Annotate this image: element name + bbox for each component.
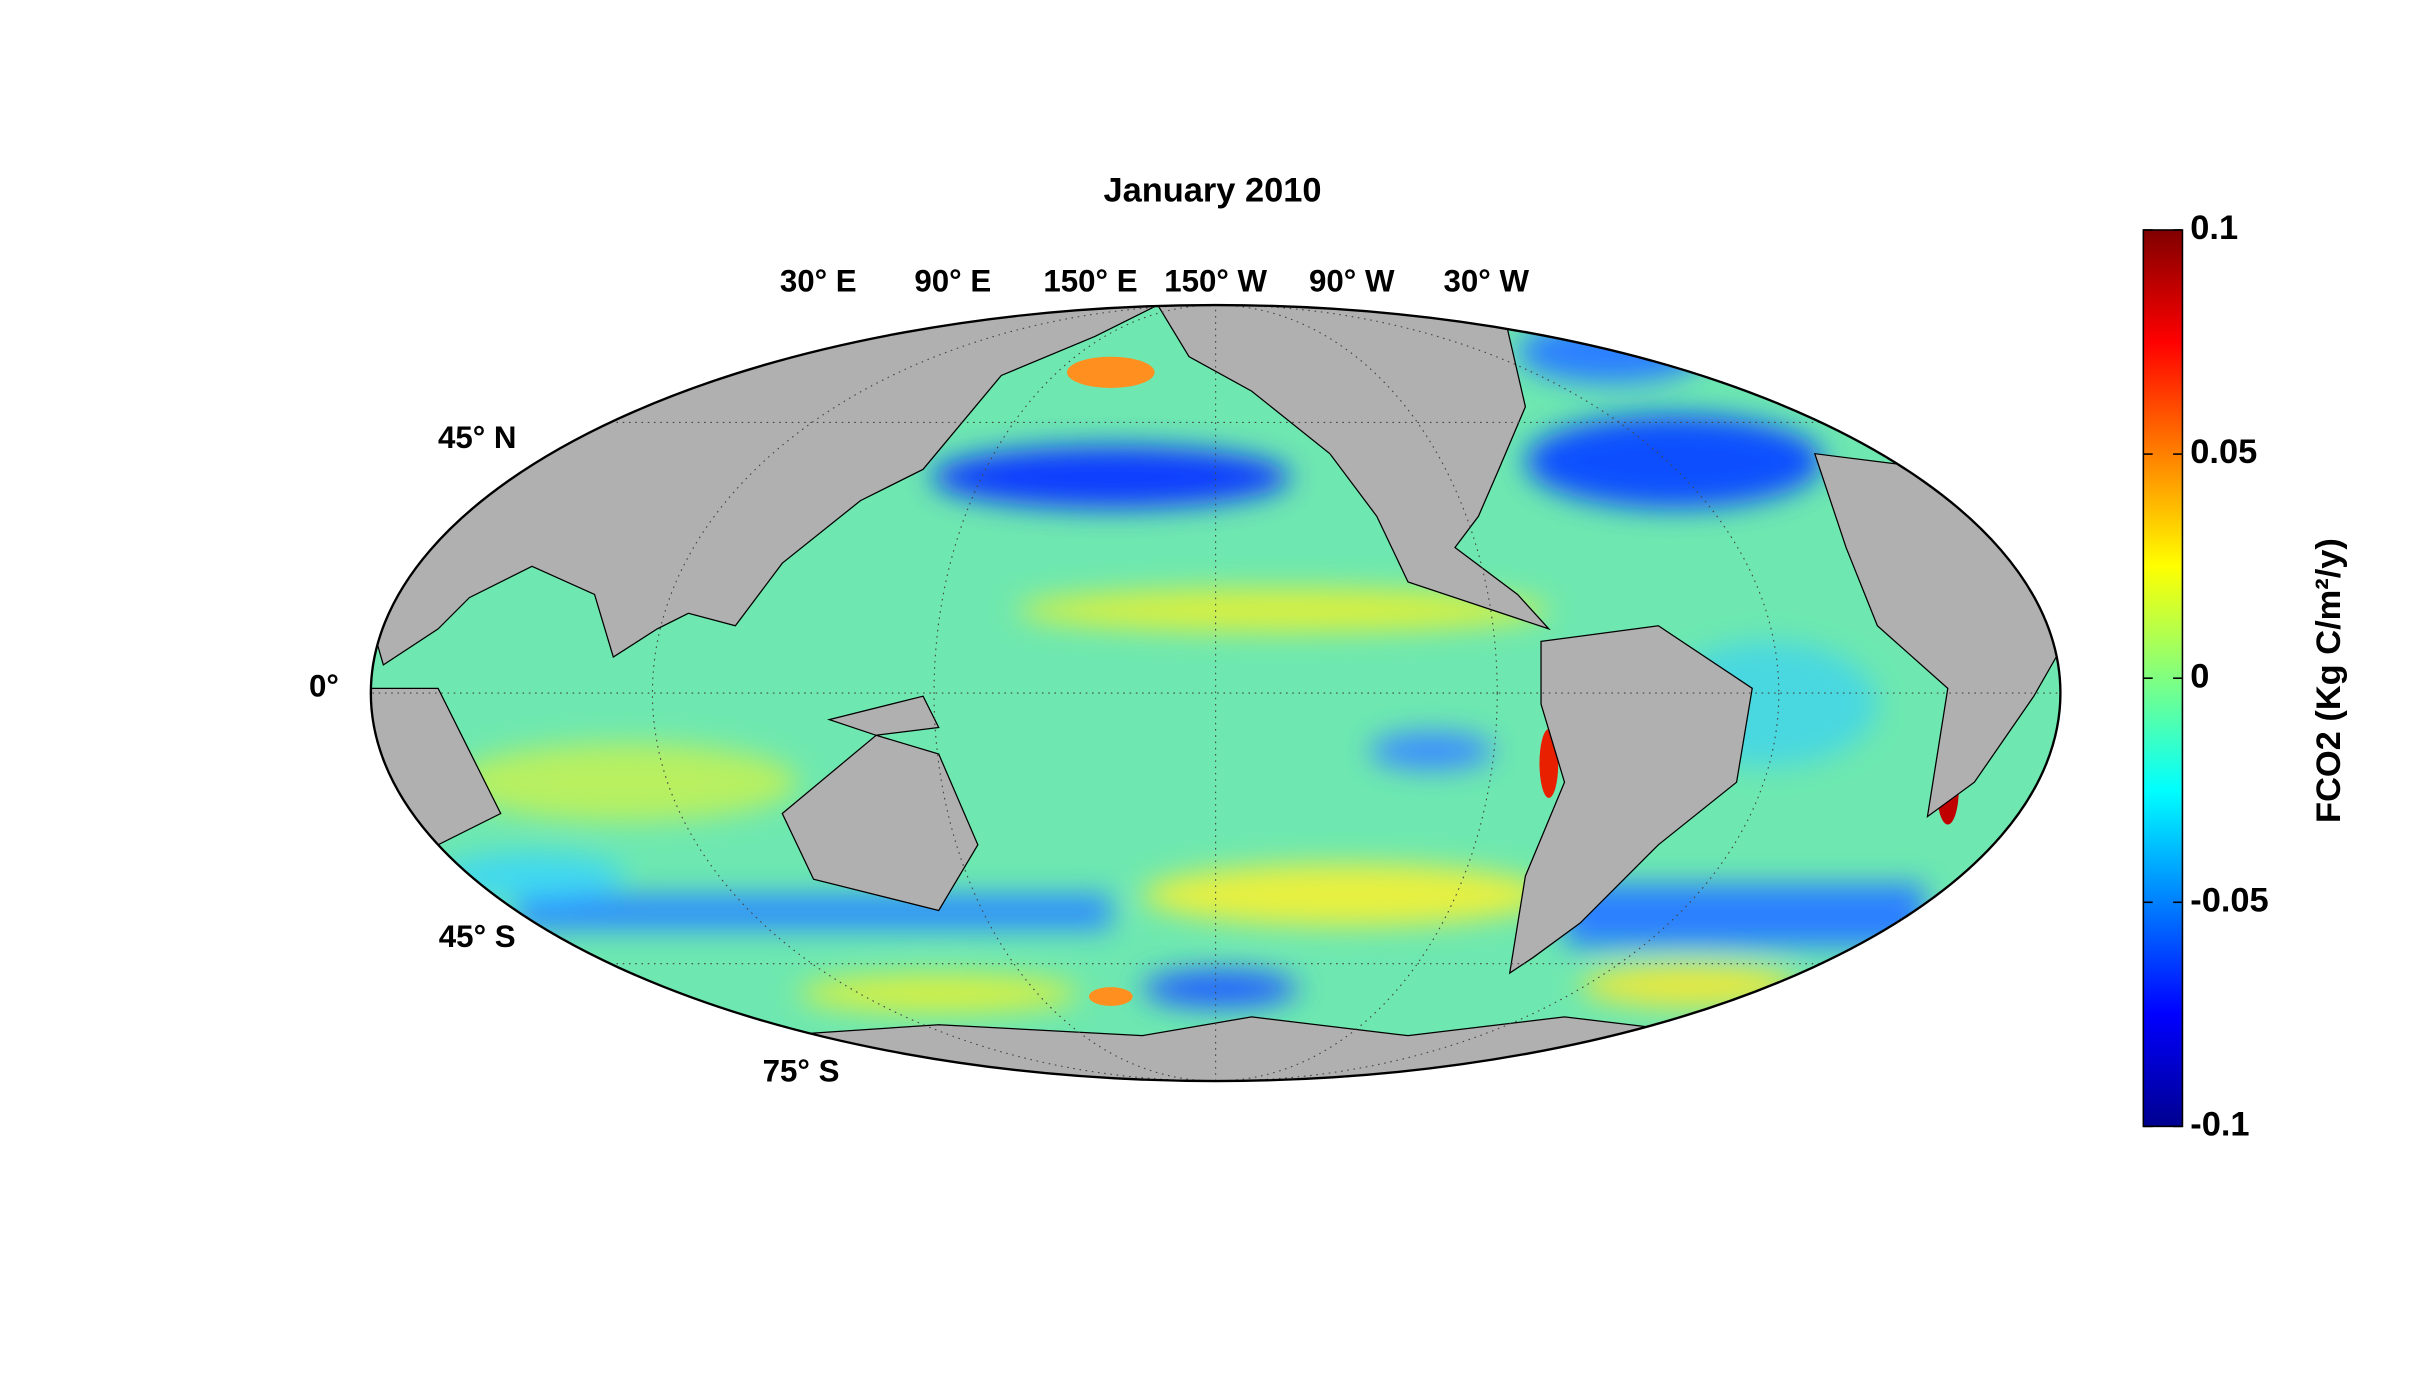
lon-label: 30° W (1444, 263, 1530, 298)
lat-label: 0° (309, 669, 339, 704)
map-frame (369, 303, 2062, 1083)
map-title: January 2010 (1103, 172, 1321, 210)
lat-label: 45° N (438, 420, 517, 455)
lon-label: 150° W (1164, 263, 1267, 298)
lat-label: 75° S (763, 1053, 840, 1088)
map-field (370, 305, 2061, 1082)
colorbar-tick-label: -0.05 (2190, 881, 2268, 919)
lon-label: 90° E (914, 263, 991, 298)
colorbar-label: FCO2 (Kg C/m²/y) (2310, 538, 2348, 823)
lon-label: 30° E (780, 263, 857, 298)
lat-label: 45° S (439, 919, 516, 954)
lon-label: 150° E (1043, 263, 1137, 298)
lon-label: 90° W (1309, 263, 1395, 298)
colorbar-tick-label: -0.1 (2190, 1105, 2249, 1143)
colorbar-tick-label: 0.1 (2190, 209, 2238, 247)
colorbar-tick-label: 0 (2190, 657, 2209, 695)
colorbar-tick-label: 0.05 (2190, 433, 2257, 471)
